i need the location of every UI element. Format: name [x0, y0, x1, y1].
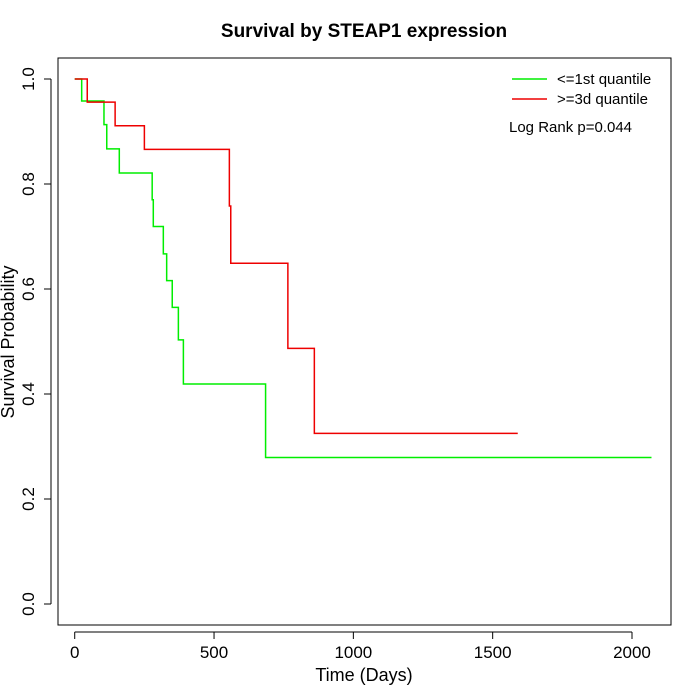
x-tick-label: 1500 [474, 643, 512, 662]
y-tick-label: 0.4 [19, 382, 38, 406]
x-tick-label: 500 [200, 643, 228, 662]
plot-frame [57, 57, 672, 626]
y-axis: 0.0 0.2 0.4 0.6 0.8 1.0 [19, 67, 52, 616]
log-rank-annotation: Log Rank p=0.044 [509, 119, 632, 136]
series-line-high-quantile [74, 78, 518, 435]
y-axis-label: Survival Probability [0, 265, 18, 418]
x-tick-label: 0 [70, 643, 79, 662]
y-tick-label: 0.2 [19, 487, 38, 511]
x-tick-label: 2000 [613, 643, 651, 662]
y-tick-label: 1.0 [19, 67, 38, 91]
legend: <=1st quantile >=3d quantile [512, 71, 651, 108]
legend-label-low: <=1st quantile [557, 71, 651, 88]
legend-label-high: >=3d quantile [557, 91, 648, 108]
chart-title: Survival by STEAP1 expression [221, 21, 507, 42]
series-line-low-quantile [74, 78, 652, 459]
series-layer [74, 78, 652, 459]
x-tick-label: 1000 [334, 643, 372, 662]
y-tick-label: 0.0 [19, 592, 38, 616]
x-axis: 0 500 1000 1500 2000 [70, 631, 651, 662]
y-tick-label: 0.8 [19, 172, 38, 196]
y-tick-label: 0.6 [19, 277, 38, 301]
x-axis-label: Time (Days) [315, 665, 412, 685]
